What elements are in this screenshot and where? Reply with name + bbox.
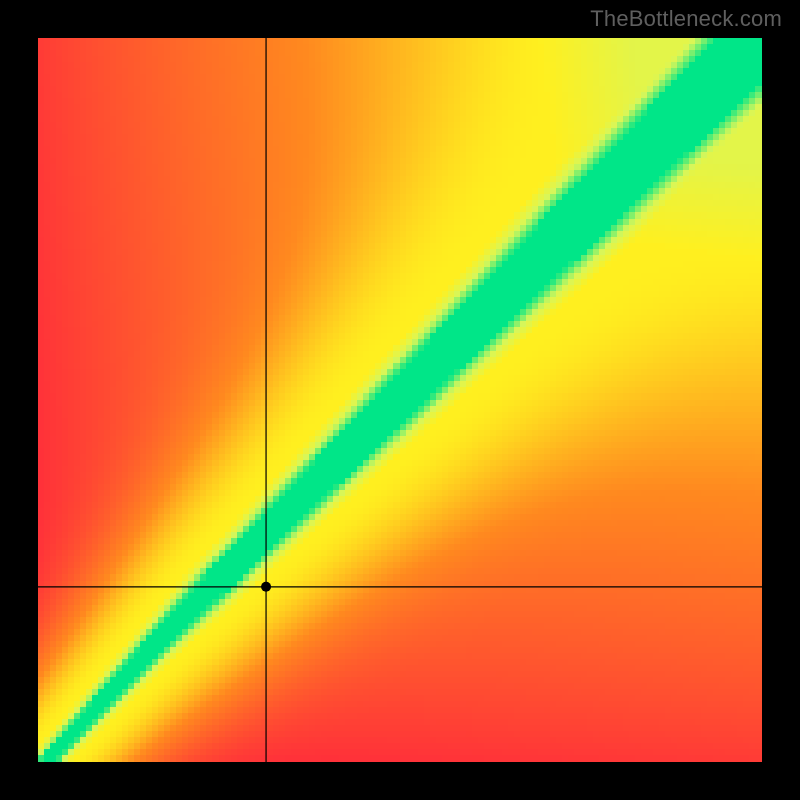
chart-container: TheBottleneck.com bbox=[0, 0, 800, 800]
plot-area bbox=[38, 38, 762, 762]
heatmap-canvas bbox=[38, 38, 762, 762]
watermark-text: TheBottleneck.com bbox=[590, 6, 782, 32]
